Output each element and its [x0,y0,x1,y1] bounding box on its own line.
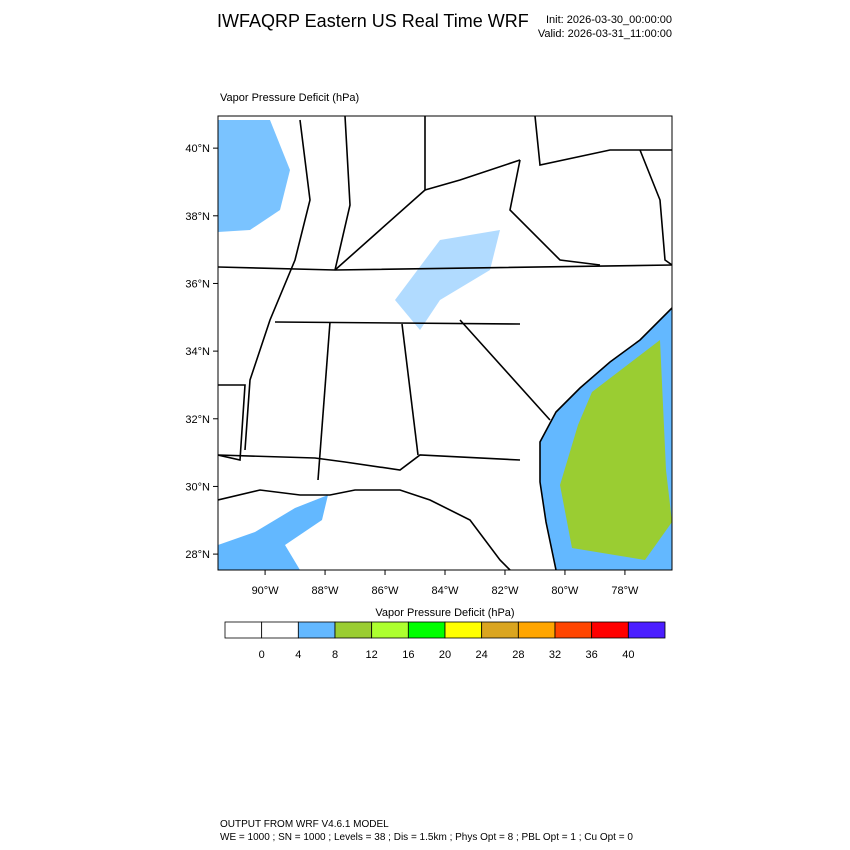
title: IWFAQRP Eastern US Real Time WRF [217,11,529,31]
lon-tick-label: 82°W [491,585,519,597]
colorbar-label: 4 [295,649,301,661]
lat-tick-label: 32°N [185,414,210,426]
colorbar-label: 20 [439,649,451,661]
colorbar-box [224,621,263,639]
upper-left-shading [218,120,290,232]
lat-tick-label: 40°N [185,143,210,155]
colorbar-box [297,621,336,639]
colorbar-label: 8 [332,649,338,661]
colorbar-label: 40 [622,649,634,661]
colorbar-label: 36 [586,649,598,661]
lon-tick-label: 88°W [312,585,340,597]
lat-tick-label: 38°N [185,211,210,223]
appalachian-shading [395,230,500,330]
init-time: Init: 2026-03-30_00:00:00 [546,14,672,26]
colorbar-label: 24 [476,649,488,661]
map-area [217,115,673,571]
colorbar-box [481,621,519,639]
colorbar-label: 28 [512,649,524,661]
colorbar-label: 16 [402,649,414,661]
colorbar-title: Vapor Pressure Deficit (hPa) [375,607,514,619]
gulf-shading [218,495,328,570]
colorbar-box [517,621,556,639]
footer-line: OUTPUT FROM WRF V4.6.1 MODEL [220,819,389,830]
colorbar-box [407,621,446,639]
lon-tick-label: 86°W [372,585,400,597]
lat-tick-label: 28°N [185,549,210,561]
lon-tick-label: 90°W [252,585,280,597]
lon-tick-label: 80°W [551,585,579,597]
lat-tick-label: 30°N [185,481,210,493]
colorbar-box [554,621,593,639]
lon-tick-label: 78°W [611,585,639,597]
lat-tick-label: 36°N [185,278,210,290]
colorbar-box [334,621,373,639]
colorbar-label: 0 [259,649,265,661]
colorbar-label: 12 [366,649,378,661]
colorbar-label: 32 [549,649,561,661]
atlantic-shading-green [560,340,672,560]
colorbar-box [627,621,666,639]
footer-line: WE = 1000 ; SN = 1000 ; Levels = 38 ; Di… [220,832,633,843]
boundaries [218,116,672,570]
colorbar-box [591,621,629,639]
valid-time: Valid: 2026-03-31_11:00:00 [538,28,672,40]
colorbar-box [444,621,483,639]
colorbar-box [261,621,299,639]
plot-title: Vapor Pressure Deficit (hPa) [220,92,359,104]
colorbar-box [371,621,409,639]
colorbar: 0 4 8 12 16 20 24 28 32 36 40 [224,621,666,661]
lon-tick-label: 84°W [431,585,459,597]
lat-tick-label: 34°N [185,346,210,358]
